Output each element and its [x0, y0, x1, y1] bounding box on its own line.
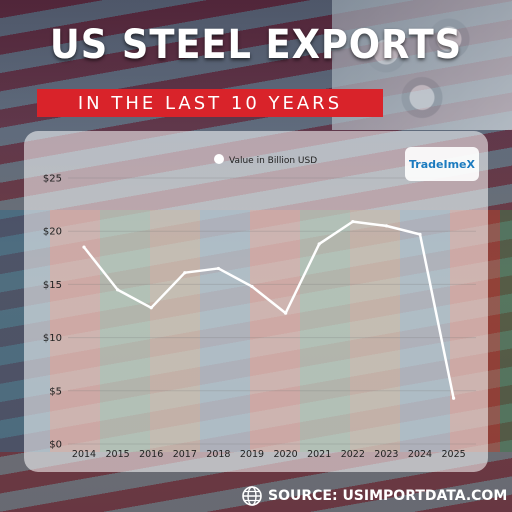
- page-title: US STEEL EXPORTS: [49, 22, 463, 68]
- data-point: [149, 306, 153, 310]
- y-axis: $0 $5 $10 $15 $20 $25: [43, 174, 62, 451]
- x-tick-label: 2025: [442, 449, 466, 460]
- chart-panel: [24, 131, 488, 472]
- x-tick-label: 2023: [374, 449, 398, 460]
- y-tick-label: $0: [49, 440, 62, 451]
- x-tick-label: 2022: [341, 449, 365, 460]
- x-tick-label: 2017: [173, 449, 197, 460]
- x-tick-label: 2020: [274, 449, 298, 460]
- y-tick-label: $20: [43, 227, 62, 238]
- subtitle-banner: IN THE LAST 10 YEARS: [37, 89, 383, 117]
- x-tick-label: 2024: [408, 449, 432, 460]
- data-point: [351, 220, 355, 224]
- legend: Value in Billion USD: [214, 154, 317, 166]
- tradeimex-logo: TradeImeX: [405, 147, 479, 181]
- legend-marker: [214, 154, 224, 164]
- data-point: [183, 271, 187, 275]
- data-point: [317, 242, 321, 246]
- y-tick-label: $15: [43, 280, 62, 291]
- data-point: [384, 224, 388, 228]
- data-points: [82, 220, 456, 400]
- data-point: [452, 396, 456, 400]
- x-tick-label: 2016: [139, 449, 163, 460]
- series-line: [83, 220, 455, 399]
- y-tick-label: $25: [43, 174, 62, 185]
- x-tick-label: 2021: [307, 449, 331, 460]
- subtitle: IN THE LAST 10 YEARS: [77, 92, 343, 114]
- grid: [68, 177, 476, 445]
- data-point: [216, 266, 220, 271]
- x-tick-label: 2014: [72, 449, 96, 460]
- x-tick-label: 2019: [240, 449, 264, 460]
- source-credit: SOURCE: USIMPORTDATA.COM: [242, 486, 507, 506]
- data-point: [250, 284, 254, 289]
- globe-icon: [242, 486, 262, 506]
- y-tick-label: $5: [49, 386, 62, 397]
- logo-text: TradeImeX: [409, 157, 475, 171]
- data-point: [284, 311, 288, 315]
- x-tick-label: 2018: [206, 449, 230, 460]
- x-axis: 2014 2015 2016 2017 2018 2019 2020 2021 2022 2023…: [72, 449, 466, 460]
- x-tick-label: 2015: [106, 449, 130, 460]
- source-text: SOURCE: USIMPORTDATA.COM: [268, 488, 508, 504]
- legend-label: Value in Billion USD: [229, 156, 317, 166]
- data-point: [116, 288, 120, 292]
- data-point: [418, 232, 422, 236]
- y-tick-label: $10: [43, 333, 62, 344]
- data-point: [82, 245, 86, 249]
